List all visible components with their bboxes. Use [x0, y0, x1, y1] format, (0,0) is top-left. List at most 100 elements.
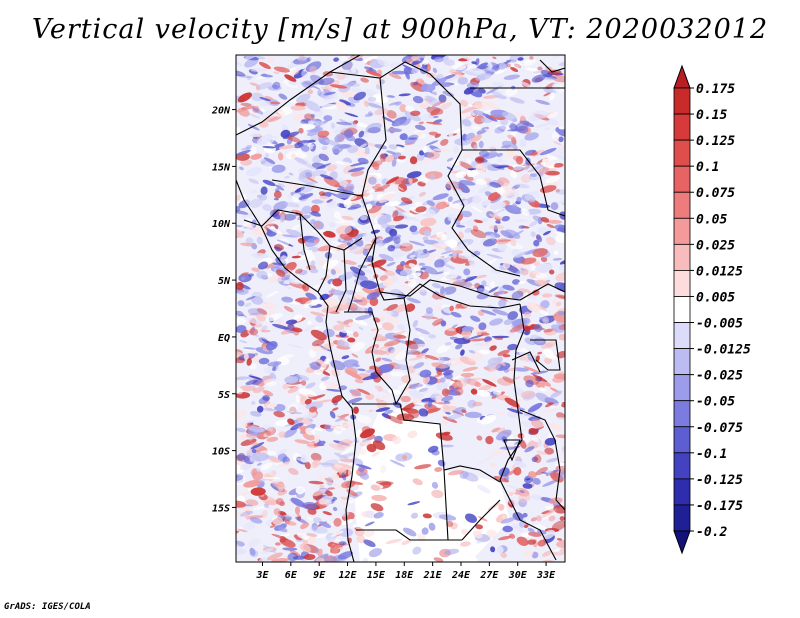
field-cell	[262, 476, 281, 480]
field-cell	[247, 538, 261, 548]
field-cell	[350, 170, 365, 177]
field-cell	[426, 96, 436, 102]
field-cell	[540, 256, 548, 263]
field-cell	[307, 139, 316, 143]
field-cell	[500, 517, 516, 524]
field-cell	[298, 388, 316, 397]
field-cell	[266, 436, 279, 442]
x-tick-label: 21E	[423, 570, 443, 581]
field-cell	[502, 431, 512, 436]
field-cell	[356, 534, 365, 544]
field-cell	[311, 522, 318, 531]
field-cell	[347, 167, 365, 173]
field-cell	[245, 499, 259, 506]
field-cell	[535, 99, 551, 105]
field-cell	[280, 255, 289, 264]
field-cell	[460, 372, 475, 378]
field-cell	[434, 467, 443, 472]
field-cell	[236, 69, 246, 77]
field-cell	[336, 415, 349, 422]
field-cell	[256, 82, 273, 90]
field-cell	[244, 302, 252, 307]
field-cell	[310, 311, 325, 317]
field-cell	[291, 224, 300, 231]
field-cell	[340, 496, 350, 501]
field-cell	[418, 121, 424, 125]
field-cell	[313, 358, 329, 366]
field-cell	[336, 225, 352, 235]
field-cell	[330, 269, 336, 275]
field-cell	[343, 199, 352, 209]
field-cell	[273, 411, 286, 418]
field-cell	[287, 418, 295, 425]
field-cell	[365, 510, 376, 519]
field-cell	[258, 61, 271, 70]
colorbar-swatch	[673, 478, 691, 506]
field-cell	[524, 132, 539, 141]
field-cell	[547, 219, 563, 224]
field-cell	[433, 56, 444, 63]
colorbar-swatch	[673, 217, 691, 245]
field-cell	[288, 467, 299, 476]
field-cell	[386, 224, 396, 229]
field-cell	[500, 144, 512, 149]
field-cell	[262, 146, 276, 149]
field-cell	[384, 339, 401, 347]
field-cell	[290, 422, 304, 431]
field-cell	[520, 173, 532, 184]
field-cell	[469, 67, 487, 76]
field-cell	[251, 442, 265, 450]
field-cell	[468, 349, 476, 354]
field-cell	[354, 291, 364, 300]
field-cell	[392, 436, 402, 445]
field-cell	[424, 354, 439, 361]
field-cell	[524, 524, 529, 529]
field-cell	[516, 536, 529, 546]
field-cell	[371, 494, 387, 502]
colorbar-label: -0.125	[696, 473, 743, 488]
field-cell	[481, 199, 492, 206]
field-cell	[391, 70, 407, 75]
field-cell	[431, 489, 444, 499]
field-cell	[531, 271, 541, 276]
field-cell	[236, 149, 251, 156]
field-cell	[281, 274, 291, 281]
field-cell	[490, 546, 496, 553]
field-cell	[262, 179, 276, 187]
field-cell	[433, 356, 445, 359]
field-cell	[386, 150, 397, 155]
field-cell	[310, 329, 327, 341]
field-cell	[442, 405, 457, 413]
field-cell	[351, 353, 359, 358]
field-cell	[348, 496, 355, 504]
field-cell	[273, 71, 280, 74]
field-cell	[529, 55, 534, 60]
field-cell	[248, 113, 261, 119]
field-cell	[546, 457, 559, 463]
field-cell	[519, 138, 527, 148]
field-cell	[385, 155, 395, 163]
field-cell	[511, 164, 526, 168]
field-cell	[518, 493, 531, 503]
field-cell	[281, 296, 294, 303]
field-cell	[307, 320, 312, 326]
field-cell	[509, 324, 526, 333]
field-cell	[541, 513, 554, 520]
field-cell	[363, 307, 370, 315]
field-cell	[345, 134, 356, 142]
field-cell	[236, 160, 247, 166]
field-cell	[513, 166, 524, 171]
country-borders	[236, 55, 565, 562]
field-cell	[328, 289, 345, 296]
field-cell	[304, 100, 321, 112]
field-cell	[331, 144, 344, 154]
field-cell	[365, 70, 382, 77]
x-tick-label: 12E	[339, 570, 358, 581]
field-cell	[465, 378, 480, 386]
field-cell	[435, 201, 449, 210]
field-cell	[428, 131, 439, 136]
field-cell	[472, 195, 482, 204]
field-cell	[278, 145, 296, 150]
field-cell	[246, 318, 263, 325]
